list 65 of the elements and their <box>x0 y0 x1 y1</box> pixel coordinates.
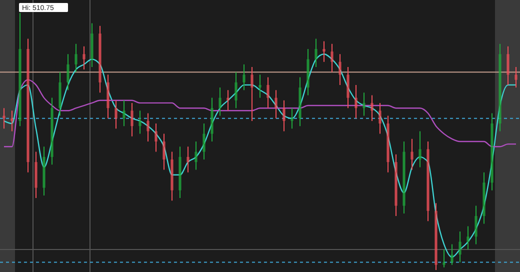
candlestick <box>442 248 446 268</box>
candlestick <box>194 141 198 170</box>
candlestick <box>66 54 70 91</box>
candlestick <box>354 84 358 119</box>
candlestick <box>202 123 206 160</box>
candlestick <box>418 130 422 168</box>
candlestick <box>170 151 174 202</box>
candlestick <box>298 76 302 127</box>
candlestick <box>378 102 382 134</box>
candlestick <box>162 133 166 170</box>
candlestick <box>266 76 270 109</box>
candlestick <box>402 141 406 214</box>
candlestick <box>90 22 94 68</box>
candlestick <box>474 205 478 245</box>
candlestick <box>98 25 102 94</box>
candlestick <box>386 115 390 173</box>
candlestick <box>362 92 366 116</box>
candlestick <box>122 100 126 127</box>
candlestick <box>514 66 518 88</box>
candlestick <box>50 97 54 166</box>
candlestick <box>394 154 398 217</box>
candlestick <box>130 102 134 137</box>
candlestick <box>306 48 310 96</box>
candlestick <box>498 43 502 132</box>
candlestick <box>274 90 278 119</box>
candlestick <box>370 94 374 122</box>
candlestick <box>26 38 30 173</box>
candlestick <box>210 97 214 142</box>
candlestick <box>106 74 110 119</box>
candlestick <box>282 100 286 132</box>
candlestick <box>346 66 350 109</box>
candlestick <box>218 87 222 116</box>
candlestick <box>506 46 510 86</box>
candlestick <box>490 112 494 191</box>
candlestick <box>458 230 462 263</box>
candlestick <box>466 226 470 250</box>
candlestick <box>82 46 86 70</box>
candlestick <box>34 151 38 199</box>
candlestick <box>146 112 150 142</box>
candlestick <box>290 108 294 130</box>
candlestick <box>138 110 142 134</box>
candlestick <box>186 146 190 173</box>
candlestick <box>58 72 62 116</box>
candlestick <box>154 123 158 152</box>
candlestick <box>178 146 182 199</box>
candlestick <box>114 100 118 130</box>
candlestick <box>450 244 454 266</box>
candlestick <box>434 202 438 270</box>
candlestick <box>426 141 430 222</box>
candlestick <box>10 110 14 132</box>
candlestick <box>250 66 254 122</box>
candlestick <box>410 138 414 170</box>
candlestick <box>2 108 6 130</box>
candlestick <box>330 43 334 73</box>
candlestick <box>18 12 22 127</box>
candlestick <box>226 90 230 112</box>
candlestick <box>258 74 262 98</box>
candlestick <box>322 40 326 62</box>
candlestick <box>234 72 238 109</box>
candlestick <box>338 54 342 86</box>
candlestick <box>314 38 318 68</box>
candlestick <box>74 43 78 73</box>
candlestick <box>482 172 486 224</box>
candlestick <box>242 64 246 91</box>
candlestick <box>42 146 46 196</box>
